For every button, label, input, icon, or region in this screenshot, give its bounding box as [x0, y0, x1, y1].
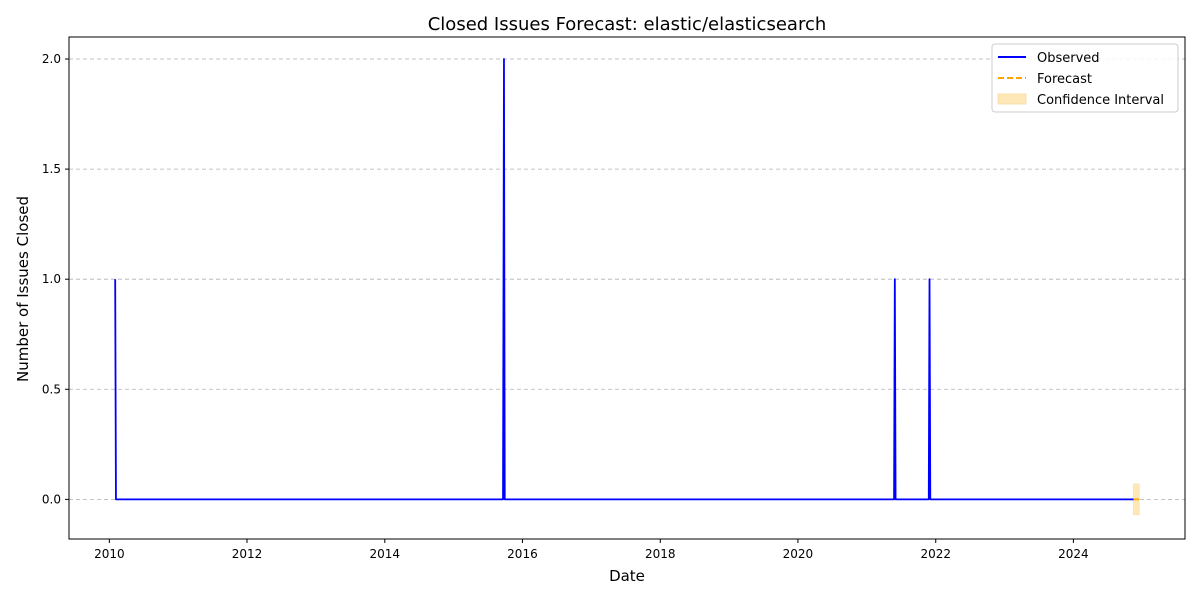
x-tick-label: 2010	[94, 547, 125, 561]
x-tick-label: 2022	[920, 547, 951, 561]
y-tick-label: 1.0	[42, 272, 61, 286]
y-axis-ticks: 0.0 0.5 1.0 1.5 2.0	[42, 52, 69, 506]
x-tick-label: 2020	[783, 547, 814, 561]
y-axis-label: Number of Issues Closed	[14, 196, 32, 382]
legend-observed-label: Observed	[1037, 51, 1100, 66]
y-tick-label: 0.0	[42, 492, 61, 506]
y-tick-label: 0.5	[42, 382, 61, 396]
observed-series-line	[114, 58, 1134, 501]
plot-frame	[68, 36, 1186, 540]
x-tick-label: 2018	[645, 547, 676, 561]
x-tick-label: 2024	[1058, 547, 1089, 561]
x-axis-label: Date	[609, 567, 645, 585]
legend-confidence-label: Confidence Interval	[1037, 93, 1164, 108]
x-tick-label: 2012	[232, 547, 263, 561]
x-tick-label: 2014	[370, 547, 401, 561]
legend-confidence-swatch	[997, 93, 1027, 105]
x-axis-ticks: 2010 2012 2014 2016 2018 2020 2022 2024	[94, 539, 1089, 561]
legend: Observed Forecast Confidence Interval	[991, 43, 1179, 113]
x-tick-label: 2016	[507, 547, 538, 561]
y-tick-label: 2.0	[42, 52, 61, 66]
legend-forecast-label: Forecast	[1037, 72, 1092, 87]
chart-title: Closed Issues Forecast: elastic/elastics…	[428, 14, 827, 35]
y-tick-label: 1.5	[42, 162, 61, 176]
series-lines	[114, 58, 1140, 501]
legend-box	[991, 43, 1179, 113]
